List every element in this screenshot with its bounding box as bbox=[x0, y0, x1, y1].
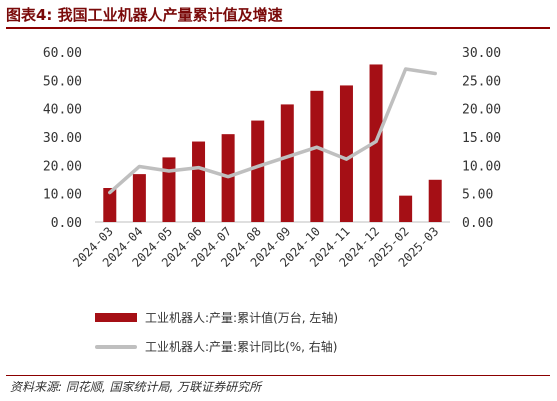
figure-title: 图表4: 我国工业机器人产量累计值及增速 bbox=[6, 6, 283, 24]
bar bbox=[339, 85, 353, 222]
y-left-tick-label: 0.00 bbox=[51, 216, 82, 231]
bar bbox=[132, 174, 146, 222]
title-divider bbox=[6, 27, 550, 29]
y-left-tick-label: 60.00 bbox=[43, 46, 82, 61]
legend-line-swatch bbox=[95, 344, 137, 349]
bar bbox=[251, 120, 265, 222]
y-left-tick-label: 50.00 bbox=[43, 74, 82, 89]
bar bbox=[428, 179, 442, 222]
bar bbox=[162, 157, 176, 222]
legend-item-bar: 工业机器人:产量:累计值(万台, 左轴) bbox=[95, 309, 338, 326]
bar bbox=[103, 188, 117, 222]
y-right-tick-label: 30.00 bbox=[462, 46, 501, 61]
legend-line-label: 工业机器人:产量:累计同比(%, 右轴) bbox=[145, 340, 338, 354]
bar bbox=[310, 90, 324, 222]
legend-bar-swatch bbox=[95, 313, 137, 322]
y-right-tick-label: 15.00 bbox=[462, 131, 501, 146]
combo-chart: 0.00 10.00 20.00 30.00 40.00 50.00 60.00 0.00 5.… bbox=[43, 46, 501, 270]
y-left-tick-label: 40.00 bbox=[43, 103, 82, 118]
y-right-tick-label: 5.00 bbox=[462, 188, 493, 203]
y-left-tick-label: 30.00 bbox=[43, 131, 82, 146]
y-right-tick-label: 10.00 bbox=[462, 159, 501, 174]
legend-bar-label: 工业机器人:产量:累计值(万台, 左轴) bbox=[145, 311, 339, 325]
bar bbox=[280, 104, 294, 222]
source-divider bbox=[6, 375, 550, 376]
y-left-tick-label: 10.00 bbox=[43, 188, 82, 203]
bar bbox=[192, 141, 206, 222]
growth-line bbox=[108, 67, 437, 195]
y-right-tick-label: 25.00 bbox=[462, 74, 501, 89]
bar bbox=[399, 195, 413, 222]
y-right-tick-label: 20.00 bbox=[462, 103, 501, 118]
y-left-tick-label: 20.00 bbox=[43, 159, 82, 174]
y-right-tick-label: 0.00 bbox=[462, 216, 493, 231]
legend-item-line: 工业机器人:产量:累计同比(%, 右轴) bbox=[95, 338, 337, 355]
source-note: 资料来源: 同花顺, 国家统计局, 万联证券研究所 bbox=[10, 380, 262, 394]
